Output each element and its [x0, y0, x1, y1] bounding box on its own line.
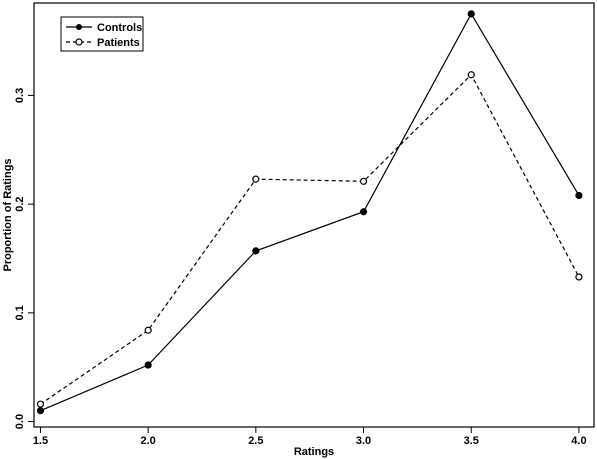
- legend-marker-controls: [76, 24, 82, 30]
- x-axis-label: Ratings: [294, 446, 334, 458]
- data-point-controls: [467, 10, 475, 18]
- x-tick-label: 3.0: [356, 435, 371, 447]
- x-tick-label: 1.5: [33, 435, 48, 447]
- y-tick-label: 0.3: [14, 88, 26, 103]
- y-tick-label: 0.1: [14, 305, 26, 320]
- x-tick-label: 2.0: [141, 435, 156, 447]
- data-point-patients: [36, 400, 45, 408]
- y-axis-label: Proportion of Ratings: [2, 158, 14, 271]
- x-tick-label: 3.5: [464, 435, 479, 447]
- data-point-patients: [144, 326, 152, 334]
- data-point-patients: [467, 71, 475, 79]
- data-point-patients: [575, 273, 583, 281]
- data-point-controls: [359, 208, 368, 216]
- data-point-patients: [359, 177, 368, 185]
- x-tick-label: 2.5: [248, 435, 263, 447]
- legend: Controls Patients: [60, 16, 144, 52]
- series-line-controls: [40, 12, 580, 412]
- legend-marker-patients: [75, 38, 83, 46]
- plot-frame: [33, 2, 595, 428]
- x-axis-ticks: 1.5 2.0 2.5 3.0 3.5 4.0: [33, 427, 587, 447]
- legend-box: [60, 16, 144, 52]
- legend-label-controls: Controls: [97, 22, 142, 34]
- data-point-controls: [252, 247, 260, 255]
- y-tick-label: 0.0: [14, 414, 26, 429]
- x-tick-label: 4.0: [571, 435, 586, 447]
- legend-label-patients: Patients: [97, 37, 140, 49]
- y-tick-label: 0.2: [14, 196, 26, 211]
- data-point-controls: [144, 361, 152, 369]
- series-layer: [36, 10, 583, 415]
- data-point-controls: [36, 407, 45, 415]
- data-point-controls: [575, 191, 583, 200]
- series-line-patients: [40, 73, 580, 405]
- y-axis-ticks: 0.0 0.1 0.2 0.3: [14, 88, 34, 429]
- data-point-patients: [252, 175, 260, 183]
